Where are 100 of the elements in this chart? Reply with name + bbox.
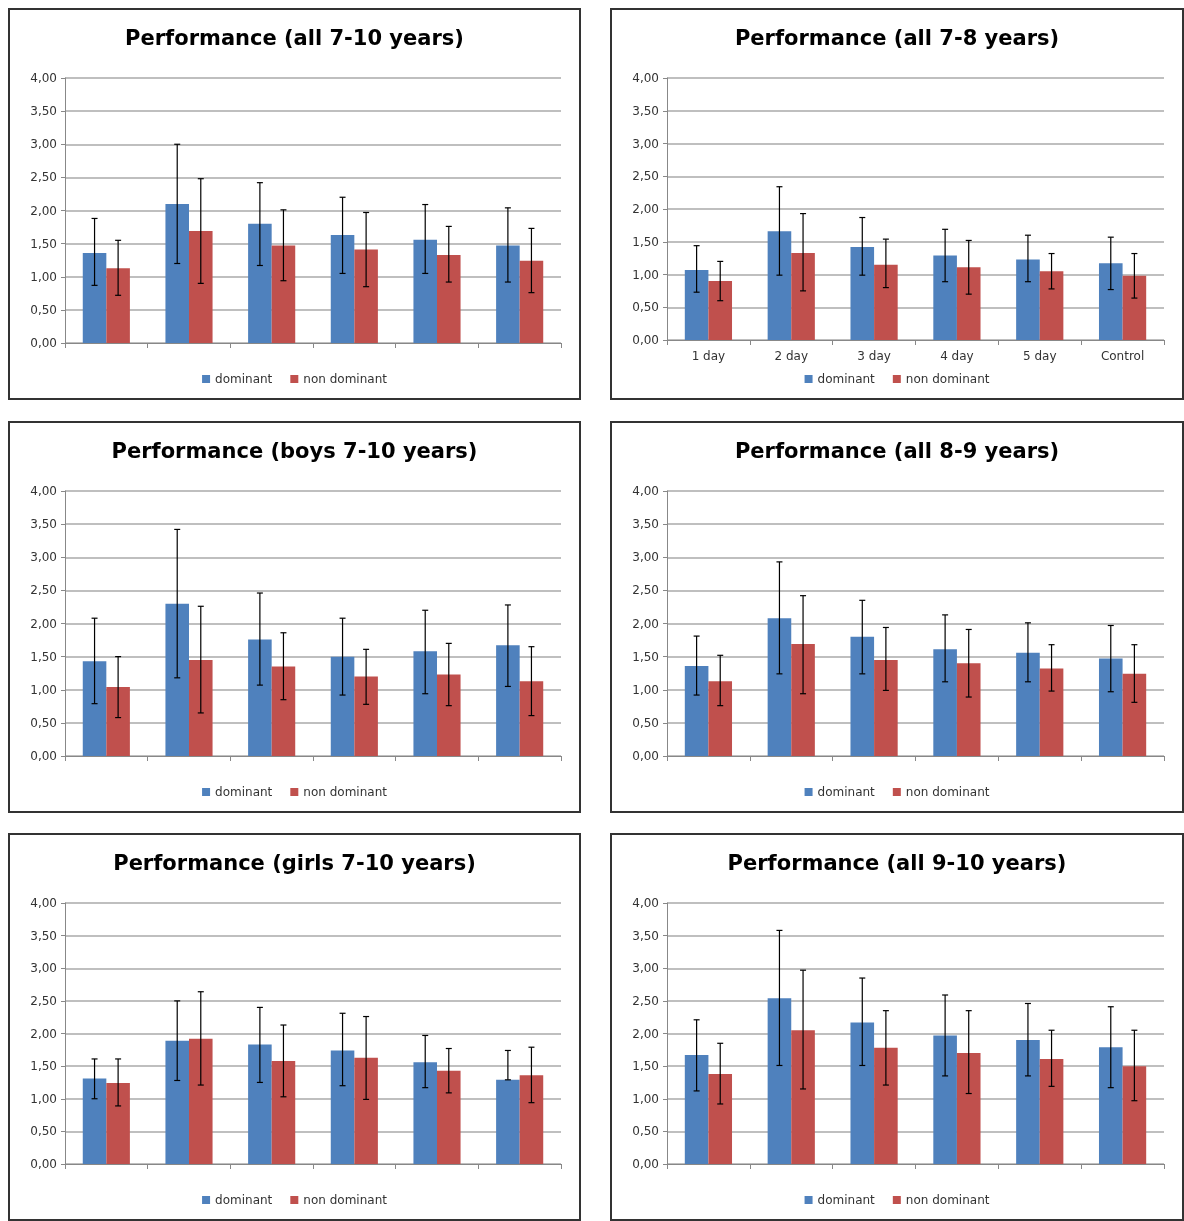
bar: [956, 267, 981, 340]
legend-label: non dominant: [905, 1193, 990, 1207]
legend-label: non dominant: [303, 785, 388, 799]
bar: [413, 1062, 437, 1164]
y-tick-label: 1,00: [632, 682, 659, 697]
bar: [106, 268, 130, 343]
bar: [189, 1038, 213, 1164]
bar: [933, 255, 957, 340]
y-tick-label: 4,00: [30, 71, 57, 85]
y-tick-label: 2,00: [30, 616, 57, 631]
bar: [330, 235, 355, 343]
bar: [248, 223, 272, 343]
bar: [1098, 263, 1123, 340]
bar: [354, 249, 378, 343]
y-tick-label: 2,50: [30, 583, 57, 598]
y-tick-label: 1,00: [632, 267, 659, 282]
bar: [956, 1053, 981, 1164]
chart-title: Performance (all 7-10 years): [125, 25, 464, 50]
bar: [1016, 259, 1040, 340]
y-tick-label: 1,00: [30, 1091, 57, 1106]
legend-label: non dominant: [905, 785, 990, 799]
bar: [767, 998, 792, 1164]
y-tick-label: 2,00: [632, 616, 659, 631]
y-tick-label: 0,50: [632, 300, 659, 315]
bar: [271, 245, 296, 343]
bar: [708, 681, 733, 756]
y-tick-label: 0,50: [30, 1124, 57, 1139]
bar: [354, 676, 378, 756]
bar: [767, 231, 792, 340]
y-tick-label: 0,00: [632, 1157, 659, 1171]
y-tick-label: 3,50: [632, 928, 659, 943]
bar: [956, 663, 981, 756]
bar: [519, 681, 544, 756]
y-tick-label: 3,50: [632, 103, 659, 118]
bar: [330, 1050, 355, 1164]
y-tick-label: 2,00: [632, 202, 659, 216]
chart-title: Performance (all 7-8 years): [734, 25, 1060, 50]
x-tick-label: 3 day: [857, 349, 891, 363]
bar: [106, 1083, 130, 1164]
legend-label: non dominant: [303, 372, 388, 386]
y-tick-label: 3,50: [632, 517, 659, 532]
bar: [1122, 1066, 1147, 1164]
bar: [271, 1060, 296, 1164]
y-tick-label: 1,00: [30, 682, 57, 697]
y-tick-label: 2,50: [632, 583, 659, 598]
bar: [437, 674, 461, 756]
legend-label: dominant: [215, 1193, 273, 1207]
y-tick-label: 3,00: [632, 550, 659, 565]
bar: [933, 649, 957, 756]
y-tick-label: 2,00: [632, 1026, 659, 1041]
bar: [413, 239, 437, 343]
bar: [874, 1047, 898, 1164]
bar: [1039, 1058, 1064, 1164]
bar: [1039, 668, 1064, 756]
x-tick-label: Control: [1100, 349, 1145, 363]
bar: [1098, 658, 1123, 756]
y-tick-label: 1,00: [632, 1091, 659, 1106]
bar: [519, 1075, 544, 1164]
bar: [1016, 1040, 1040, 1164]
y-tick-label: 2,50: [30, 993, 57, 1008]
bar: [248, 639, 272, 756]
bar: [106, 687, 130, 756]
bar: [330, 656, 355, 756]
bar: [519, 260, 544, 343]
bar: [82, 252, 107, 343]
chart-title: Performance (girls 7-10 years): [113, 850, 476, 875]
legend-label: dominant: [215, 785, 273, 799]
bar: [850, 1022, 875, 1164]
y-tick-label: 4,00: [632, 71, 659, 85]
legend-label: dominant: [817, 1193, 876, 1207]
y-tick-label: 1,50: [30, 649, 57, 664]
legend-label: dominant: [215, 372, 273, 386]
y-tick-label: 4,00: [30, 484, 57, 498]
y-tick-label: 1,50: [632, 649, 659, 664]
bar: [82, 661, 107, 756]
y-tick-label: 3,00: [632, 136, 659, 151]
bar: [850, 636, 875, 756]
y-tick-label: 1,50: [632, 234, 659, 249]
bar: [1098, 1047, 1123, 1164]
bar: [874, 264, 898, 340]
y-tick-label: 0,50: [30, 715, 57, 730]
y-tick-label: 2,50: [632, 169, 659, 184]
legend-label: dominant: [817, 372, 876, 386]
y-tick-label: 3,00: [632, 961, 659, 976]
bar: [1122, 275, 1147, 340]
y-tick-label: 1,50: [632, 1059, 659, 1074]
y-tick-label: 0,00: [30, 749, 57, 763]
bar: [271, 666, 296, 756]
bar: [1016, 652, 1040, 756]
bar: [354, 1057, 378, 1164]
y-tick-label: 3,50: [30, 928, 57, 943]
bar: [413, 651, 437, 756]
bar: [189, 231, 213, 343]
bar: [933, 1035, 957, 1164]
y-tick-label: 2,00: [30, 1026, 57, 1041]
legend-label: dominant: [817, 785, 876, 799]
y-tick-label: 1,50: [30, 236, 57, 251]
bar: [496, 245, 520, 343]
x-tick-label: 4 day: [940, 349, 974, 363]
y-tick-label: 3,00: [30, 137, 57, 152]
